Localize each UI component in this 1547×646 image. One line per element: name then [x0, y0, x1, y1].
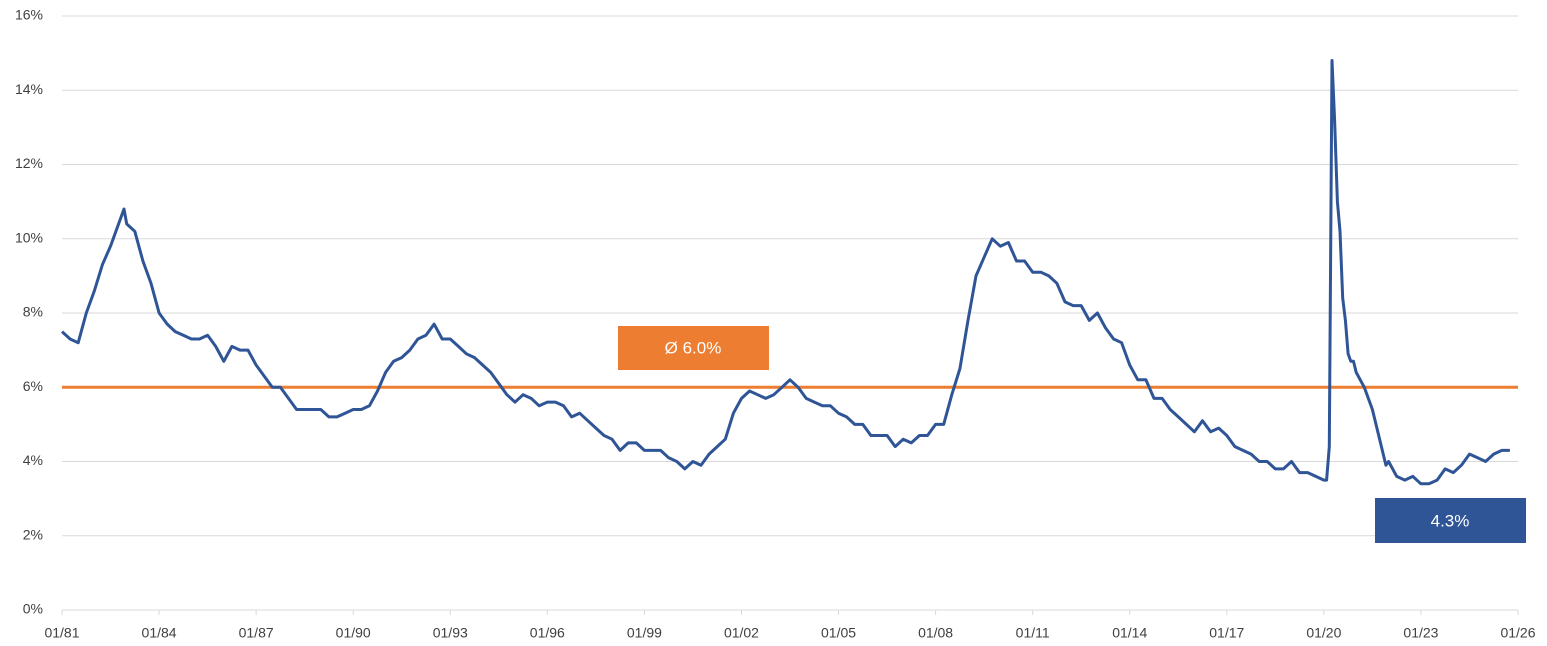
- x-tick-label: 01/05: [821, 625, 856, 641]
- x-tick-label: 01/11: [1016, 625, 1050, 641]
- x-tick-label: 01/14: [1112, 625, 1147, 641]
- x-tick-label: 01/93: [433, 625, 468, 641]
- x-tick-label: 01/84: [142, 625, 177, 641]
- y-tick-label: 16%: [15, 7, 43, 23]
- x-tick-label: 01/20: [1306, 625, 1341, 641]
- y-tick-label: 6%: [23, 378, 43, 394]
- x-tick-label: 01/23: [1403, 625, 1438, 641]
- average-label: Ø 6.0%: [665, 338, 722, 357]
- y-tick-label: 14%: [15, 81, 43, 97]
- y-tick-label: 12%: [15, 155, 43, 171]
- last-value-label: 4.3%: [1431, 511, 1470, 530]
- x-tick-label: 01/87: [239, 625, 274, 641]
- x-tick-label: 01/08: [918, 625, 953, 641]
- x-tick-label: 01/17: [1209, 625, 1244, 641]
- y-tick-label: 2%: [23, 526, 43, 542]
- data-line: [60, 59, 1510, 486]
- y-tick-label: 4%: [23, 452, 43, 468]
- x-tick-label: 01/99: [627, 625, 662, 641]
- x-tick-label: 01/90: [336, 625, 371, 641]
- last-value-box: [1375, 498, 1526, 543]
- y-tick-label: 0%: [23, 601, 43, 617]
- x-tick-label: 01/02: [724, 625, 759, 641]
- y-tick-label: 8%: [23, 304, 43, 320]
- x-tick-label: 01/26: [1500, 625, 1535, 641]
- average-label-box: [618, 326, 769, 370]
- x-tick-label: 01/96: [530, 625, 565, 641]
- y-tick-label: 10%: [15, 229, 43, 245]
- x-tick-label: 01/81: [44, 625, 79, 641]
